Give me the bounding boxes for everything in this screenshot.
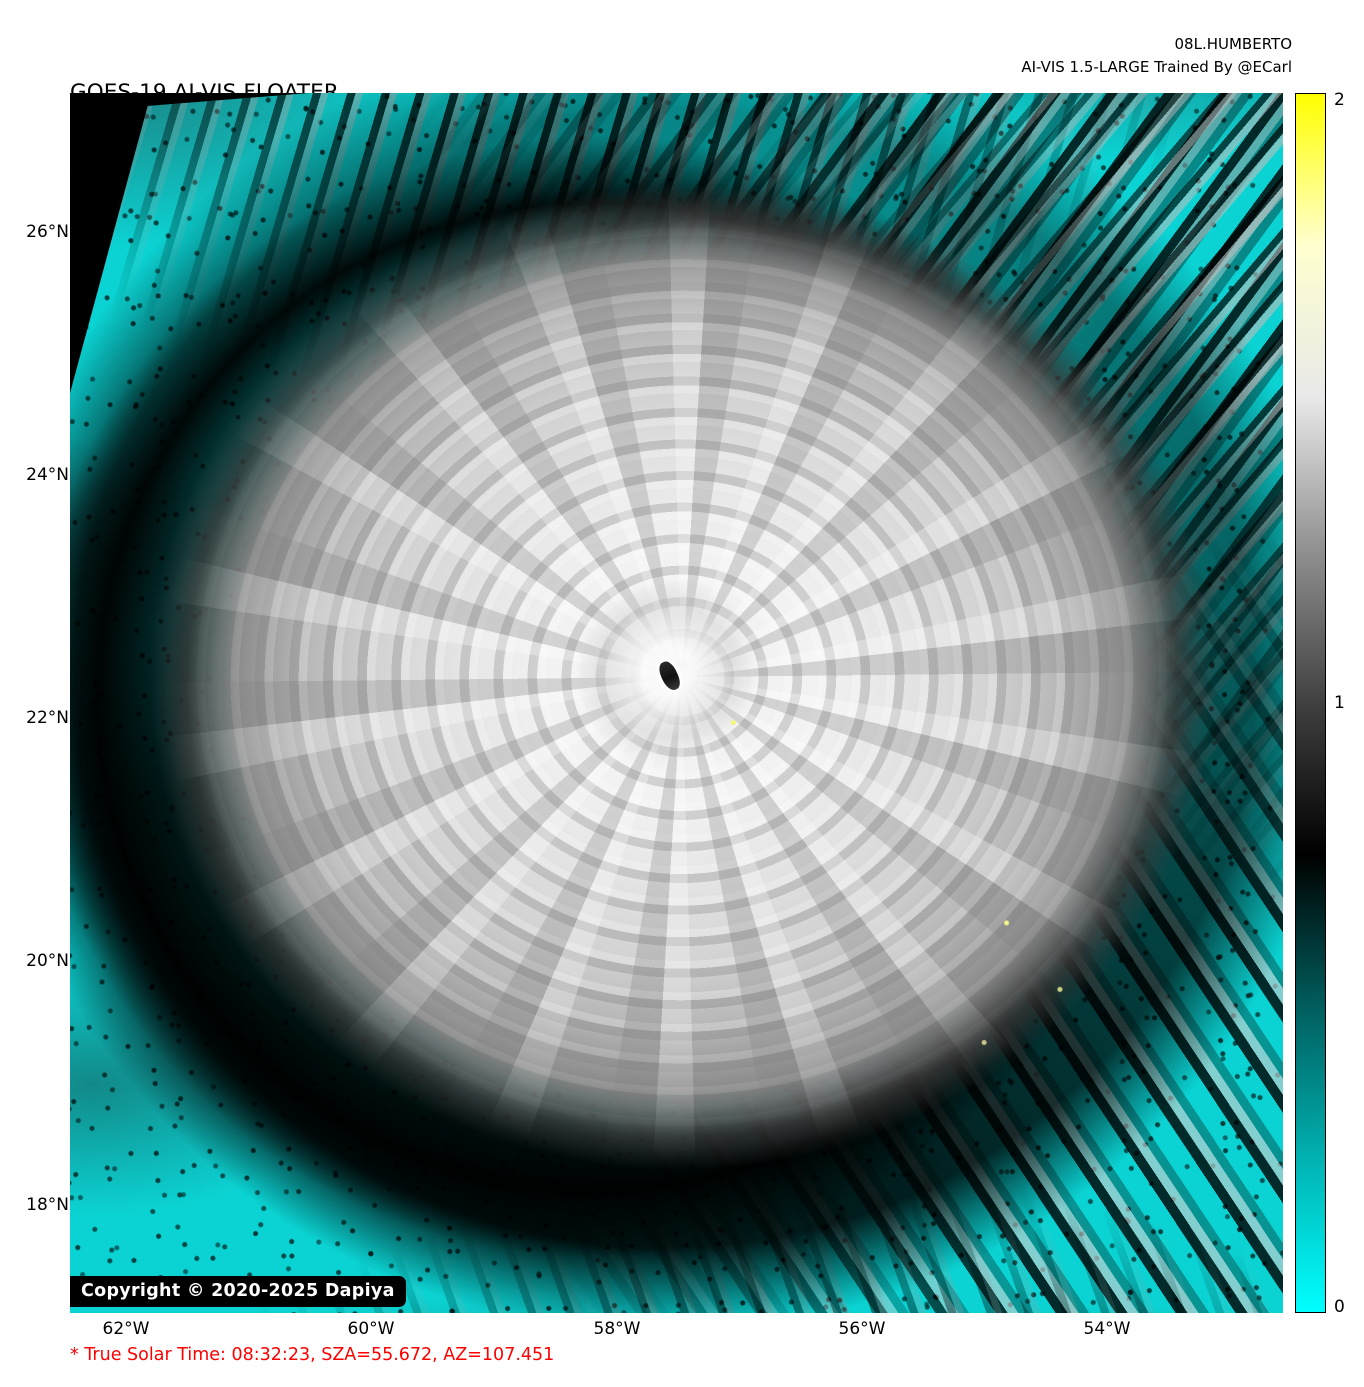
eye-hotspot-pixel [731,719,736,724]
colorbar-tick-label: 1 [1334,693,1345,713]
storm-id-label: 08L.HUMBERTO [1174,35,1292,53]
y-axis-tick-label: 20°N [26,951,69,971]
copyright-badge: Copyright © 2020-2025 Dapiya [70,1276,406,1307]
header-meta-block: 08L.HUMBERTO AI-VIS 1.5-LARGE Trained By… [1021,33,1292,79]
colorbar-tick-label: 2 [1334,90,1345,110]
colorbar-tick-label: 0 [1334,1297,1345,1317]
x-axis-tick-label: 54°W [1083,1319,1131,1339]
y-axis-tick-label: 24°N [26,465,69,485]
x-axis-tick-label: 56°W [838,1319,886,1339]
y-axis-tick-label: 22°N [26,708,69,728]
y-axis-tick-label: 18°N [26,1195,69,1215]
colorbar-gradient [1296,94,1325,1312]
satellite-data-quad [70,93,1283,1313]
model-credit-label: AI-VIS 1.5-LARGE Trained By @ECarl [1021,58,1292,76]
x-axis-tick-label: 62°W [102,1319,150,1339]
x-axis-tick-label: 58°W [593,1319,641,1339]
solar-geometry-footnote: * True Solar Time: 08:32:23, SZA=55.672,… [70,1345,555,1365]
hot-convective-pixels-layer [70,93,1283,1313]
satellite-image-panel: Copyright © 2020-2025 Dapiya [70,93,1283,1313]
y-axis-tick-label: 26°N [26,222,69,242]
x-axis-tick-label: 60°W [347,1319,395,1339]
colorbar [1295,93,1326,1313]
